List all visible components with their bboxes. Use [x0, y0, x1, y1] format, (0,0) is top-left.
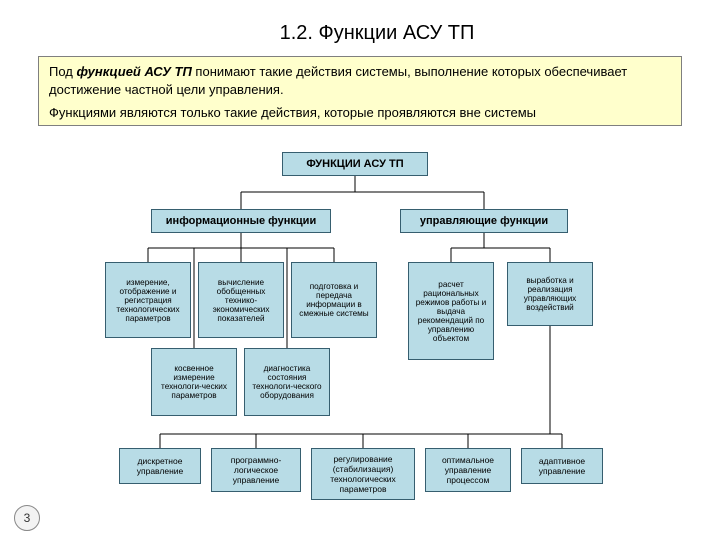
page-number: 3 — [14, 505, 40, 531]
info-row2-node-1: диагностика состояния технологи-ческого … — [244, 348, 330, 416]
info-row1-node-2: подготовка и передача информации в смежн… — [291, 262, 377, 338]
ctrl-row2-node-0: дискретное управление — [119, 448, 201, 484]
info-row2-node-0: косвенное измерение технологи-ческих пар… — [151, 348, 237, 416]
ctrl-row2-node-2: регулирование (стабилизация) технологиче… — [311, 448, 415, 500]
definition-term: функцией АСУ ТП — [77, 64, 192, 79]
ctrl-row2-node-3: оптимальное управление процессом — [425, 448, 511, 492]
info-row1-node-1: вычисление обобщенных технико-экономичес… — [198, 262, 284, 338]
ctrl-row2-node-1: программно-логическое управление — [211, 448, 301, 492]
info-row1-node-0: измерение, отображение и регистрация тех… — [105, 262, 191, 338]
definition-line1: Под функцией АСУ ТП понимают такие дейст… — [49, 63, 671, 98]
root-node: ФУНКЦИИ АСУ ТП — [282, 152, 428, 176]
group-node-info: информационные функции — [151, 209, 331, 233]
ctrl-row1-node-0: расчет рациональных режимов работы и выд… — [408, 262, 494, 360]
definition-line2: Функциями являются только такие действия… — [49, 104, 671, 122]
definition-box: Под функцией АСУ ТП понимают такие дейст… — [38, 56, 682, 126]
slide-title: 1.2. Функции АСУ ТП — [247, 22, 507, 45]
ctrl-row1-node-1: выработка и реализация управляющих возде… — [507, 262, 593, 326]
definition-prefix: Под — [49, 64, 77, 79]
ctrl-row2-node-4: адаптивное управление — [521, 448, 603, 484]
group-node-ctrl: управляющие функции — [400, 209, 568, 233]
